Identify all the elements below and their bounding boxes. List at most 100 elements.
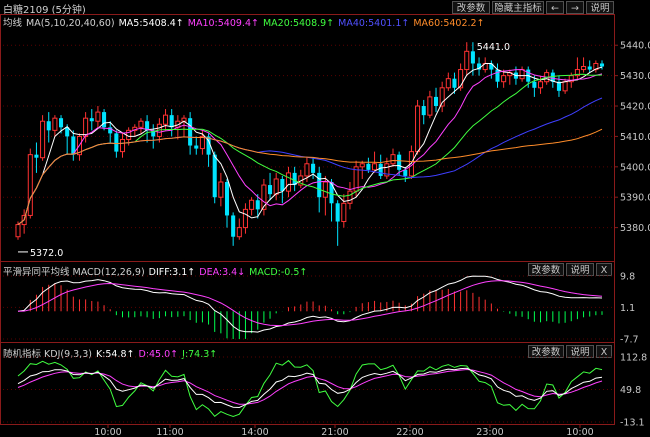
candle-body-up [581, 66, 587, 71]
candle-body-up [347, 190, 353, 204]
kdj-panel-frame [0, 342, 615, 425]
candle-body-up [27, 154, 33, 216]
candle-body-down [489, 63, 494, 70]
candle-body-down [102, 112, 107, 128]
candle-body-down [65, 127, 70, 137]
candle-body-down [114, 133, 119, 152]
kdj-k-value: K:54.8↑ [95, 349, 135, 360]
candle-body-down [495, 69, 500, 82]
candle-body-down [550, 72, 555, 82]
main-y-tick-label: 5430.0 [620, 71, 650, 82]
ma60-line [17, 128, 603, 225]
candle-body-up [390, 154, 396, 165]
macd-y-tick-label: 9.8 [620, 272, 635, 283]
kdj-y-tick-label: 112.8 [620, 353, 647, 364]
main-y-tick-label: 5410.0 [620, 132, 650, 143]
candle-body-up [562, 81, 568, 92]
candle-body-up [372, 163, 378, 171]
change-params-button[interactable]: 改参数 [452, 1, 490, 14]
candle-body-down [224, 182, 230, 216]
ma10-value: MA10:5409.4↑ [187, 18, 259, 29]
ma5-line [17, 63, 603, 225]
main-y-tick-label: 5440.0 [620, 41, 650, 52]
ma60-value: MA60:5402.2↑ [413, 18, 485, 29]
macd-change-params-button[interactable]: 改参数 [528, 263, 564, 276]
kdj-title: 随机指标 KDJ(9,3,3) [3, 349, 92, 360]
hide-main-indicator-button[interactable]: 隐藏主指标 [492, 1, 544, 14]
ma-legend: 均线 MA(5,10,20,40,60) MA5:5408.4↑ MA10:5409.… [3, 15, 489, 29]
macd-dea-value: DEA:3.4↓ [199, 267, 246, 278]
kdj-legend: 随机指标 KDJ(9,3,3) K:54.8↑ D:45.0↑ J:74.3↑ [3, 346, 221, 360]
macd-close-button[interactable]: X [596, 263, 612, 276]
candle-body-down [206, 136, 211, 155]
candle-body-down [477, 63, 482, 70]
candle-body-down [231, 215, 236, 237]
candle-body-down [292, 172, 297, 186]
kdj-change-params-button[interactable]: 改参数 [528, 345, 564, 358]
candle-body-down [145, 121, 150, 131]
main-y-tick-label: 5420.0 [620, 102, 650, 113]
candle-body-up [593, 62, 599, 71]
kdj-d-value: D:45.0↑ [138, 349, 179, 360]
candle-body-up [52, 117, 58, 131]
help-button[interactable]: 说明 [586, 1, 614, 14]
x-axis-tick-label: 14:00 [241, 427, 268, 437]
candle-body-down [212, 154, 217, 198]
candle-body-up [322, 181, 328, 198]
candle-body-up [138, 120, 144, 128]
macd-legend: 平滑异同平均线 MACD(12,26,9) DIFF:3.1↑ DEA:3.4↓ MA… [3, 264, 311, 278]
title-bar: 白糖2109 (5分钟) 改参数 隐藏主指标 ← → 说明 [0, 0, 650, 16]
kdj-k-line [17, 367, 603, 409]
candle-body-up [519, 69, 525, 80]
candle-body-down [151, 130, 156, 137]
candle-body-up [341, 202, 347, 223]
kdj-j-value: J:74.3↑ [182, 349, 218, 360]
kdj-j-line [17, 359, 603, 418]
candle-body-down [268, 185, 273, 195]
ma-params: MA(5,10,20,40,60) [26, 18, 115, 29]
candle-body-up [218, 181, 224, 198]
candle-body-down [280, 178, 285, 192]
candle-body-up [501, 75, 507, 83]
candle-body-up [83, 117, 89, 137]
candle-body-up [439, 87, 445, 107]
prev-arrow-button[interactable]: ← [546, 1, 564, 14]
macd-diff-value: DIFF:3.1↑ [148, 267, 196, 278]
candle-body-up [359, 163, 365, 168]
candle-body-down [366, 163, 371, 170]
candle-body-down [188, 118, 193, 146]
x-axis-tick-label: 10:00 [566, 427, 593, 437]
candle-body-up [163, 114, 169, 125]
kdj-y-tick-label: 49.8 [620, 385, 641, 396]
candle-body-down [452, 78, 457, 88]
candle-body-down [311, 163, 316, 173]
main-y-tick-label: 5380.0 [620, 223, 650, 234]
candle-body-up [304, 163, 310, 177]
kdj-d-line [17, 368, 603, 405]
candle-body-down [329, 182, 334, 204]
next-arrow-button[interactable]: → [566, 1, 584, 14]
candle-body-down [397, 154, 402, 170]
candle-body-down [89, 118, 94, 122]
kdj-y-tick-label: -13.1 [620, 418, 645, 429]
candle-body-up [119, 138, 126, 153]
candle-body-down [255, 200, 260, 210]
candle-body-up [40, 120, 46, 159]
symbol-label: 白糖2109 (5分钟) [3, 5, 86, 16]
candle-body-down [470, 51, 475, 64]
candle-body-up [95, 111, 101, 122]
high-price-label: 5441.0 [477, 42, 510, 53]
candle-body-down [433, 96, 439, 107]
candle-body-up [242, 208, 248, 229]
macd-diff-line [17, 275, 603, 333]
candle-body-up [464, 50, 470, 71]
candle-body-up [458, 69, 464, 89]
candle-body-up [261, 184, 267, 210]
candle-body-down [378, 163, 383, 176]
candle-body-down [403, 169, 408, 176]
candle-body-down [34, 154, 39, 158]
x-axis-tick-label: 22:00 [396, 427, 423, 437]
candle-body-down [317, 172, 322, 198]
candle-body-down [59, 118, 64, 128]
